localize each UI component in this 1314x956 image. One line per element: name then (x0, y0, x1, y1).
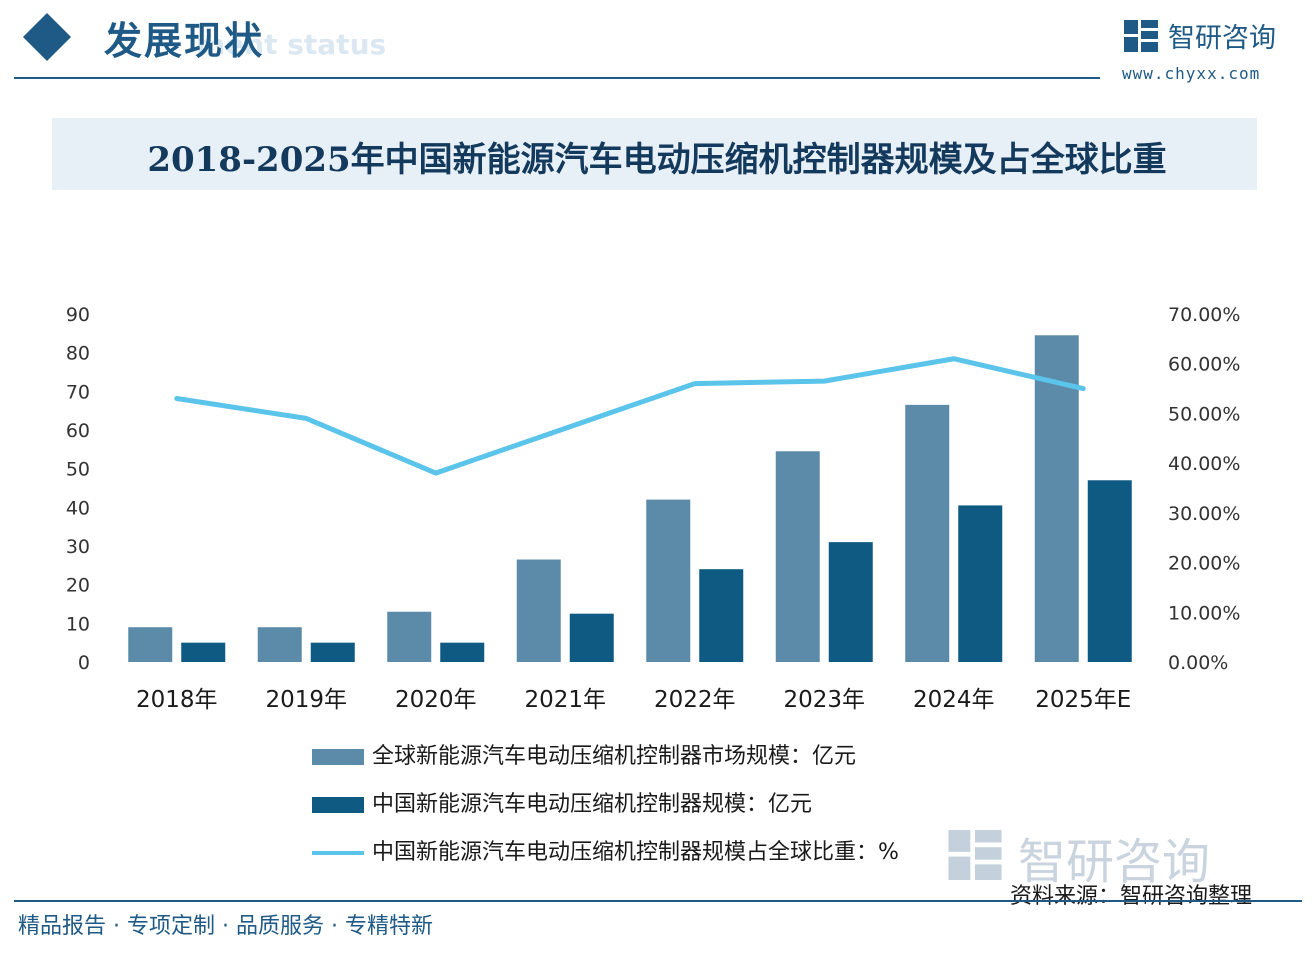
x-tick-label: 2025年E (1035, 687, 1131, 713)
footer-divider (14, 900, 1302, 902)
watermark-logo-icon (948, 830, 1002, 880)
bar-global (128, 627, 173, 662)
right-tick-label: 50.00% (1168, 403, 1240, 425)
right-axis-ticks: 0.00% 10.00% 20.00% 30.00% 40.00% 50.00% 60.00… (1168, 304, 1240, 674)
x-tick-label: 2023年 (783, 687, 865, 713)
section-title: 发展现状 (104, 19, 265, 63)
bar-china (828, 542, 873, 662)
bar-china (181, 642, 226, 662)
left-tick-label: 30 (66, 536, 90, 558)
x-tick-label: 2020年 (395, 687, 477, 713)
legend-swatch-share (312, 851, 364, 855)
share-line-series (174, 356, 1086, 476)
right-tick-label: 0.00% (1168, 652, 1228, 674)
right-tick-label: 60.00% (1168, 354, 1240, 376)
bar-china (440, 642, 485, 662)
x-tick-label: 2019年 (265, 687, 347, 713)
right-tick-label: 10.00% (1168, 602, 1240, 624)
left-tick-label: 40 (66, 497, 90, 519)
left-tick-label: 0 (78, 652, 90, 674)
left-axis-ticks: 0 10 20 30 40 50 60 70 80 90 (66, 304, 90, 674)
bar-china (569, 613, 614, 662)
section-subtitle: ment status (196, 28, 387, 61)
brand-name: 智研咨询 (1168, 23, 1276, 54)
bar-global (775, 451, 820, 662)
chart-title: 2018-2025年中国新能源汽车电动压缩机控制器规模及占全球比重 (147, 140, 1167, 180)
right-tick-label: 30.00% (1168, 503, 1240, 525)
bar-china (958, 505, 1003, 662)
legend-label-share: 中国新能源汽车电动压缩机控制器规模占全球比重：% (372, 840, 899, 865)
header-divider (14, 77, 1100, 79)
bar-china (1087, 480, 1132, 662)
bar-global (387, 611, 432, 662)
title-band (52, 118, 1257, 190)
bar-global (905, 404, 950, 662)
share-line (174, 356, 1086, 476)
bar-global (257, 627, 302, 662)
x-axis-labels: 2018年 2019年 2020年 2021年 2022年 2023年 2024年 2025年… (136, 687, 1131, 713)
right-tick-label: 20.00% (1168, 553, 1240, 575)
bar-china (310, 642, 355, 662)
source-note: 资料来源：智研咨询整理 (1010, 884, 1253, 909)
x-tick-label: 2022年 (654, 687, 736, 713)
brand-url: www.chyxx.com (1122, 64, 1261, 83)
footer-slogan: 精品报告 · 专项定制 · 品质服务 · 专精特新 (18, 914, 433, 939)
right-tick-label: 40.00% (1168, 453, 1240, 475)
bar-global (516, 559, 561, 662)
watermark-name: 智研咨询 (1018, 834, 1211, 890)
x-tick-label: 2024年 (913, 687, 995, 713)
bar-global (646, 499, 691, 662)
legend-swatch-china (312, 797, 364, 813)
left-tick-label: 70 (66, 381, 90, 403)
right-tick-label: 70.00% (1168, 304, 1240, 326)
bar-china (699, 569, 744, 662)
left-tick-label: 60 (66, 420, 90, 442)
legend-label-global: 全球新能源汽车电动压缩机控制器市场规模：亿元 (372, 744, 857, 769)
x-tick-label: 2018年 (136, 687, 218, 713)
bar-series (128, 335, 1132, 662)
brand-logo-icon (1124, 20, 1158, 52)
left-tick-label: 90 (66, 304, 90, 326)
legend-label-china: 中国新能源汽车电动压缩机控制器规模：亿元 (372, 792, 813, 817)
left-tick-label: 10 (66, 613, 90, 635)
legend-swatch-global (312, 749, 364, 765)
left-tick-label: 50 (66, 459, 90, 481)
left-tick-label: 20 (66, 575, 90, 597)
x-tick-label: 2021年 (524, 687, 606, 713)
left-tick-label: 80 (66, 343, 90, 365)
bar-global (1034, 335, 1079, 662)
